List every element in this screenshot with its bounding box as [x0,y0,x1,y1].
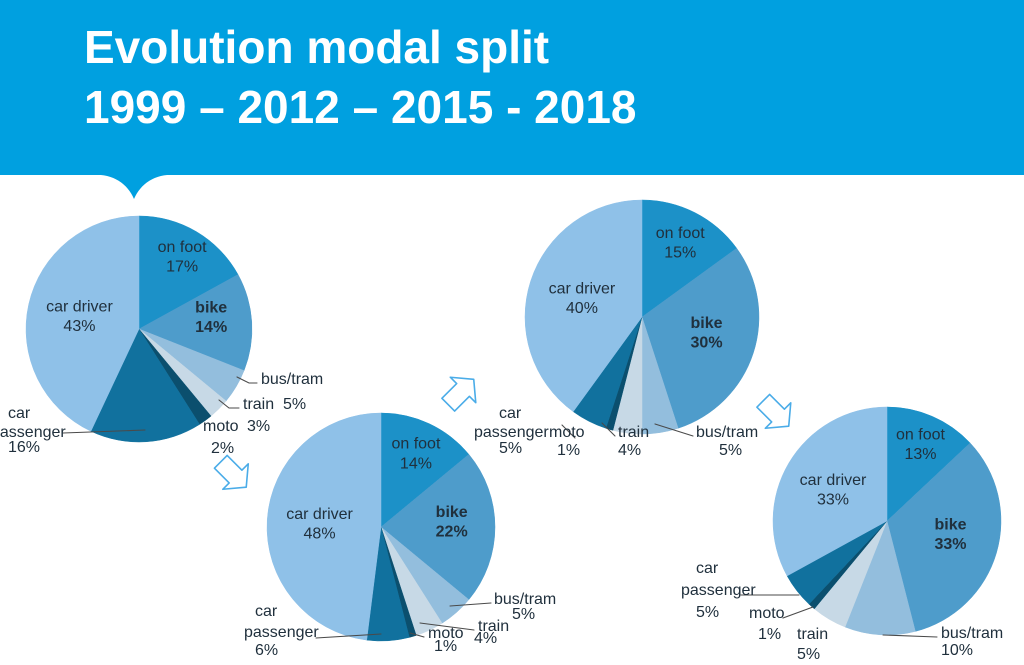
svg-text:5%: 5% [797,646,820,663]
svg-text:33%: 33% [817,492,849,509]
svg-text:10%: 10% [941,642,973,659]
svg-text:1%: 1% [758,626,781,643]
svg-text:car: car [8,405,31,422]
svg-text:bike: bike [436,504,468,521]
svg-text:3%: 3% [247,418,270,435]
svg-text:passenger: passenger [681,582,756,599]
svg-text:5%: 5% [512,606,535,623]
svg-text:40%: 40% [566,300,598,317]
svg-text:22%: 22% [436,524,468,541]
svg-text:on foot: on foot [896,427,945,444]
svg-text:car driver: car driver [800,472,867,489]
svg-text:14%: 14% [195,319,227,336]
svg-text:43%: 43% [63,318,95,335]
svg-text:car: car [499,405,522,422]
svg-text:15%: 15% [664,244,696,261]
svg-text:30%: 30% [691,334,723,351]
svg-text:5%: 5% [283,396,306,413]
svg-text:17%: 17% [166,259,198,276]
svg-text:train: train [243,396,274,413]
svg-text:5%: 5% [719,442,742,459]
svg-text:moto: moto [203,418,239,435]
svg-text:16%: 16% [8,439,40,456]
svg-text:1%: 1% [434,638,457,655]
svg-text:48%: 48% [304,526,336,543]
svg-text:bike: bike [195,299,227,316]
svg-text:on foot: on foot [391,436,440,453]
svg-text:13%: 13% [904,446,936,463]
svg-text:moto: moto [549,424,585,441]
svg-text:bike: bike [934,516,966,533]
svg-text:on foot: on foot [656,225,705,242]
svg-text:4%: 4% [474,630,497,647]
svg-text:bike: bike [691,315,723,332]
svg-text:car: car [255,603,278,620]
svg-text:moto: moto [749,605,785,622]
svg-text:bus/tram: bus/tram [261,371,323,388]
svg-text:5%: 5% [696,604,719,621]
svg-text:1%: 1% [557,442,580,459]
svg-text:car driver: car driver [46,299,113,316]
svg-text:train: train [797,626,828,643]
svg-text:33%: 33% [934,536,966,553]
svg-text:car driver: car driver [286,506,353,523]
svg-text:on foot: on foot [158,239,207,256]
svg-text:2%: 2% [211,440,234,457]
svg-text:6%: 6% [255,642,278,659]
svg-text:4%: 4% [618,442,641,459]
svg-text:bus/tram: bus/tram [941,625,1003,642]
svg-text:train: train [618,424,649,441]
svg-text:5%: 5% [499,440,522,457]
svg-text:bus/tram: bus/tram [696,424,758,441]
svg-text:car: car [696,560,719,577]
svg-text:passenger: passenger [244,624,319,641]
svg-text:passenger: passenger [474,424,549,441]
svg-text:car driver: car driver [549,280,616,297]
svg-text:14%: 14% [400,455,432,472]
